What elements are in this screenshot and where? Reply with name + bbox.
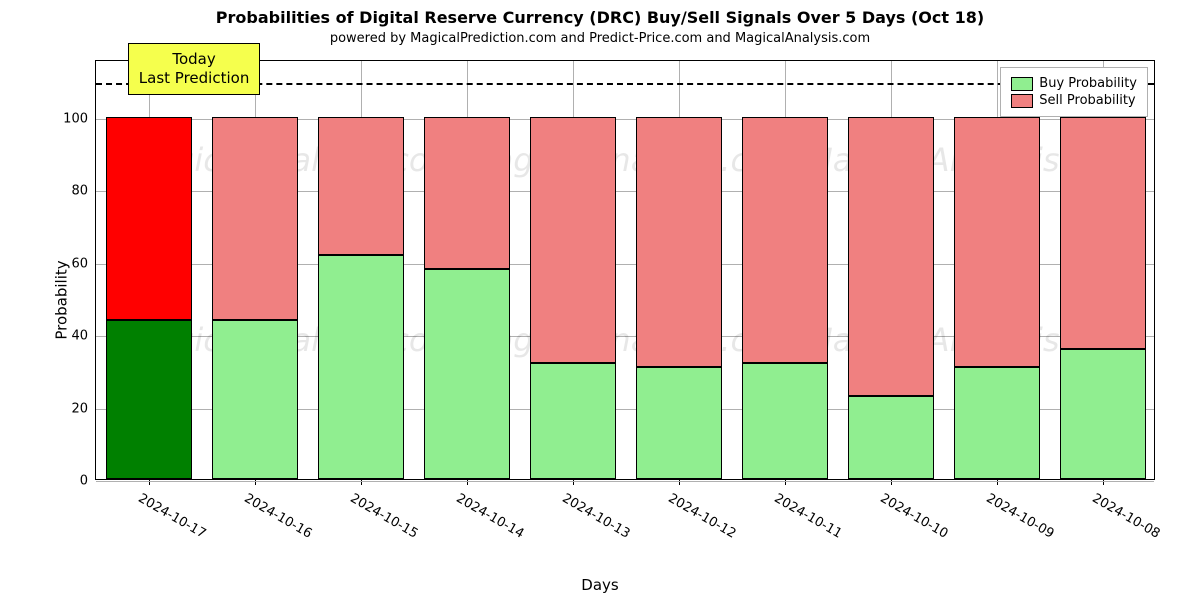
x-tick-label: 2024-10-14 (454, 491, 527, 542)
x-tick-label: 2024-10-16 (242, 491, 315, 542)
bar-group (848, 117, 935, 479)
x-tick-label: 2024-10-15 (348, 491, 421, 542)
x-tick-mark (573, 479, 574, 485)
x-tick-mark (679, 479, 680, 485)
bar-sell (106, 117, 193, 320)
bar-buy (954, 367, 1041, 479)
bar-buy (530, 363, 617, 479)
gridline-y (96, 481, 1154, 482)
bar-group (106, 117, 193, 479)
bar-buy (106, 320, 193, 479)
annotation-line1: Today (139, 50, 250, 69)
bar-sell (848, 117, 935, 396)
bar-group (954, 117, 1041, 479)
bar-sell (318, 117, 405, 255)
annotation-line2: Last Prediction (139, 69, 250, 88)
bar-buy (212, 320, 299, 479)
bar-buy (636, 367, 723, 479)
x-tick-label: 2024-10-13 (560, 491, 633, 542)
x-tick-mark (891, 479, 892, 485)
chart-container: Probabilities of Digital Reserve Currenc… (0, 0, 1200, 600)
bar-group (424, 117, 511, 479)
x-tick-mark (149, 479, 150, 485)
y-tick-label: 20 (46, 401, 96, 416)
y-tick-label: 40 (46, 329, 96, 344)
bar-buy (848, 396, 935, 479)
x-tick-mark (361, 479, 362, 485)
x-tick-label: 2024-10-10 (878, 491, 951, 542)
y-tick-label: 60 (46, 256, 96, 271)
bar-buy (318, 255, 405, 479)
x-tick-label: 2024-10-08 (1090, 491, 1163, 542)
legend-label-buy: Buy Probability (1039, 76, 1137, 91)
legend-item-buy: Buy Probability (1011, 76, 1137, 91)
x-tick-mark (997, 479, 998, 485)
legend-label-sell: Sell Probability (1039, 93, 1135, 108)
x-tick-mark (467, 479, 468, 485)
bar-group (318, 117, 405, 479)
bar-sell (424, 117, 511, 269)
bar-sell (1060, 117, 1147, 349)
bar-sell (530, 117, 617, 363)
x-tick-mark (255, 479, 256, 485)
legend-swatch-sell (1011, 94, 1033, 108)
today-annotation: Today Last Prediction (128, 43, 261, 95)
bar-group (530, 117, 617, 479)
bar-buy (1060, 349, 1147, 479)
y-tick-label: 0 (46, 474, 96, 489)
y-tick-label: 100 (46, 111, 96, 126)
x-tick-label: 2024-10-11 (772, 491, 845, 542)
x-tick-label: 2024-10-09 (984, 491, 1057, 542)
plot-area: Buy Probability Sell Probability Today L… (95, 60, 1155, 480)
x-tick-mark (785, 479, 786, 485)
x-tick-label: 2024-10-12 (666, 491, 739, 542)
bar-group (636, 117, 723, 479)
bar-buy (742, 363, 829, 479)
chart-title: Probabilities of Digital Reserve Currenc… (0, 0, 1200, 27)
legend: Buy Probability Sell Probability (1000, 67, 1148, 117)
bar-group (1060, 117, 1147, 479)
bar-sell (954, 117, 1041, 367)
bar-sell (212, 117, 299, 320)
bar-group (212, 117, 299, 479)
bar-sell (636, 117, 723, 367)
x-axis-label: Days (581, 576, 618, 594)
bar-sell (742, 117, 829, 363)
y-tick-label: 80 (46, 184, 96, 199)
bar-buy (424, 269, 511, 479)
legend-item-sell: Sell Probability (1011, 93, 1137, 108)
bar-group (742, 117, 829, 479)
x-tick-mark (1103, 479, 1104, 485)
legend-swatch-buy (1011, 77, 1033, 91)
x-tick-label: 2024-10-17 (136, 491, 209, 542)
